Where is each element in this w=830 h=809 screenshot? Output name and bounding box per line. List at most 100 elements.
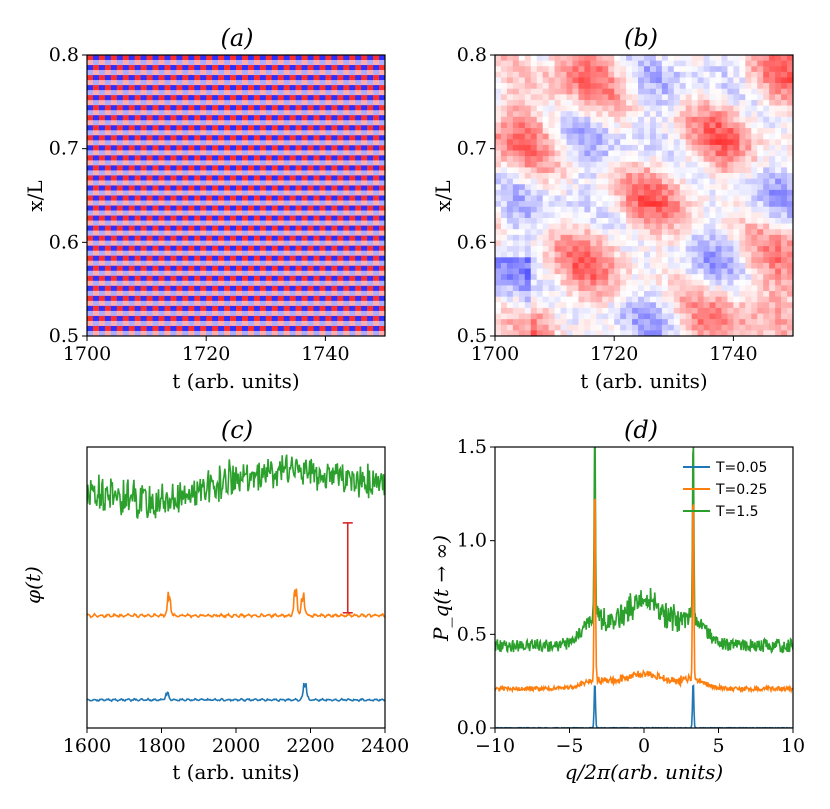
heatmap-a-cell: [346, 80, 350, 86]
heatmap-a-cell: [376, 260, 380, 267]
heatmap-a-cell: [343, 250, 347, 257]
heatmap-a-cell: [361, 225, 365, 231]
heatmap-a-cell: [200, 75, 204, 81]
heatmap-a-cell: [319, 295, 323, 302]
heatmap-a-cell: [113, 190, 118, 196]
heatmap-a-cell: [238, 275, 243, 282]
heatmap-a-cell: [238, 250, 243, 257]
heatmap-a-cell: [170, 215, 174, 221]
heatmap-a-cell: [104, 275, 109, 282]
heatmap-a-cell: [307, 255, 311, 262]
heatmap-a-cell: [319, 235, 323, 241]
heatmap-a-cell: [355, 175, 359, 181]
heatmap-a-cell: [218, 265, 222, 272]
heatmap-a-cell: [140, 300, 144, 307]
heatmap-a-cell: [337, 85, 341, 91]
heatmap-a-cell: [188, 130, 192, 136]
heatmap-a-cell: [304, 115, 308, 121]
heatmap-a-cell: [230, 180, 234, 186]
heatmap-a-cell: [334, 130, 338, 136]
heatmap-a-cell: [176, 225, 180, 231]
heatmap-a-cell: [170, 95, 174, 101]
heatmap-a-cell: [146, 165, 150, 171]
heatmap-a-cell: [167, 295, 171, 302]
heatmap-a-cell: [247, 90, 252, 96]
heatmap-a-cell: [110, 280, 115, 287]
heatmap-a-cell: [185, 140, 189, 146]
heatmap-a-cell: [110, 130, 115, 136]
heatmap-a-cell: [307, 170, 311, 176]
heatmap-a-cell: [292, 210, 296, 216]
heatmap-a-cell: [170, 160, 174, 166]
heatmap-a-cell: [298, 95, 302, 101]
heatmap-a-cell: [98, 285, 103, 292]
heatmap-a-cell: [250, 200, 255, 206]
heatmap-a-cell: [340, 220, 344, 226]
heatmap-a-cell: [209, 220, 213, 226]
heatmap-a-cell: [155, 70, 159, 76]
heatmap-a-cell: [203, 280, 207, 287]
heatmap-a-cell: [110, 110, 115, 116]
heatmap-a-cell: [334, 85, 338, 91]
heatmap-a-cell: [343, 130, 347, 136]
heatmap-a-cell: [361, 265, 365, 272]
heatmap-a-cell: [203, 115, 207, 121]
heatmap-a-cell: [191, 115, 195, 121]
heatmap-a-cell: [182, 115, 186, 121]
heatmap-a-cell: [185, 165, 189, 171]
heatmap-a-cell: [289, 205, 293, 211]
heatmap-a-cell: [155, 125, 159, 131]
heatmap-a-cell: [233, 250, 237, 257]
heatmap-a-cell: [107, 90, 112, 96]
heatmap-a-cell: [116, 265, 121, 272]
heatmap-a-cell: [310, 65, 314, 71]
heatmap-a-cell: [104, 155, 109, 161]
heatmap-a-cell: [352, 85, 356, 91]
heatmap-a-cell: [262, 165, 267, 171]
heatmap-a-cell: [224, 160, 228, 166]
heatmap-a-cell: [292, 125, 296, 131]
heatmap-a-cell: [292, 235, 296, 241]
heatmap-a-cell: [191, 55, 195, 61]
heatmap-a-cell: [343, 95, 347, 101]
heatmap-a-cell: [206, 135, 210, 141]
heatmap-a-cell: [340, 90, 344, 96]
heatmap-a-cell: [101, 260, 106, 267]
heatmap-a-cell: [253, 290, 258, 297]
heatmap-a-cell: [283, 300, 287, 307]
heatmap-a-cell: [382, 145, 385, 151]
heatmap-a-cell: [227, 260, 231, 267]
heatmap-a-cell: [134, 290, 138, 297]
heatmap-a-cell: [146, 135, 150, 141]
heatmap-a-cell: [238, 150, 243, 156]
heatmap-a-cell: [313, 230, 317, 236]
heatmap-a-cell: [376, 160, 380, 166]
heatmap-a-cell: [346, 145, 350, 151]
heatmap-a-cell: [104, 295, 109, 302]
heatmap-a-cell: [358, 210, 362, 216]
heatmap-a-cell: [241, 80, 246, 86]
heatmap-a-cell: [328, 220, 332, 226]
heatmap-a-cell: [98, 205, 103, 211]
heatmap-a-cell: [364, 185, 368, 191]
heatmap-a-cell: [149, 95, 153, 101]
heatmap-a-cell: [209, 55, 213, 61]
heatmap-a-cell: [194, 190, 198, 196]
heatmap-a-cell: [319, 290, 323, 297]
heatmap-a-cell: [292, 110, 296, 116]
heatmap-a-cell: [301, 210, 305, 216]
heatmap-a-cell: [122, 190, 127, 196]
heatmap-a-cell: [221, 230, 225, 236]
heatmap-a-cell: [224, 105, 228, 111]
heatmap-a-cell: [95, 250, 100, 257]
heatmap-a-cell: [328, 145, 332, 151]
heatmap-a-cell: [149, 125, 153, 131]
heatmap-a-cell: [104, 130, 109, 136]
heatmap-a-cell: [250, 190, 255, 196]
heatmap-a-cell: [343, 270, 347, 277]
heatmap-a-cell: [349, 280, 353, 287]
heatmap-a-cell: [179, 90, 183, 96]
heatmap-a-cell: [101, 120, 106, 126]
heatmap-a-cell: [325, 255, 329, 262]
heatmap-a-cell: [337, 80, 341, 86]
